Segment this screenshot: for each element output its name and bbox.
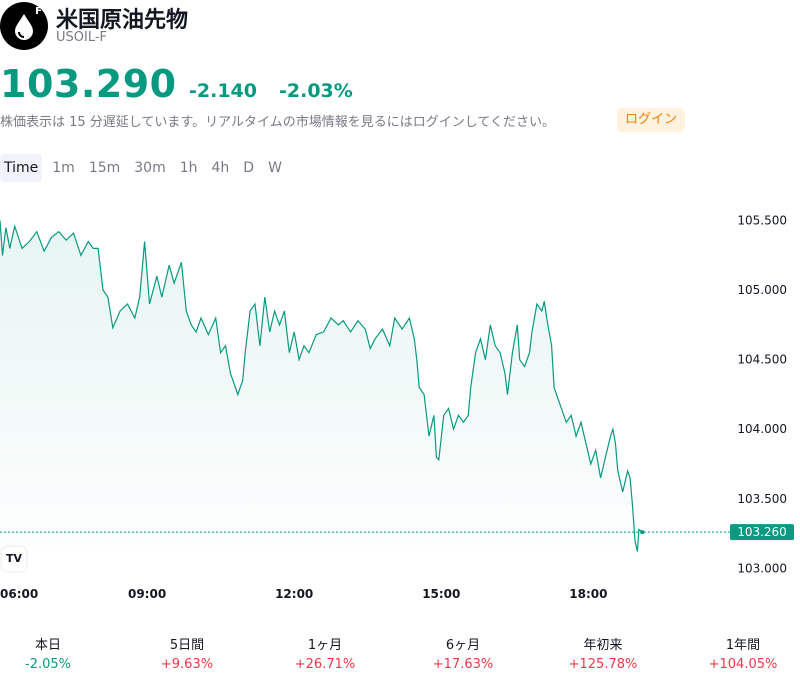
perf-item[interactable]: 本日 -2.05% — [0, 634, 108, 672]
y-tick-label: 104.500 — [737, 353, 787, 367]
x-tick-label: 15:00 — [422, 587, 460, 601]
perf-value: +9.63% — [160, 657, 214, 672]
delay-notice: 株価表示は 15 分遅延しています。リアルタイムの市場情報を見るにはログインして… — [0, 115, 555, 130]
current-price-dot — [640, 530, 645, 535]
x-tick-label: 18:00 — [569, 587, 607, 601]
perf-value: +104.05% — [708, 657, 778, 672]
logo-badge: F — [35, 6, 42, 17]
x-tick-label: 09:00 — [128, 587, 166, 601]
y-tick-label: 105.000 — [737, 283, 787, 297]
last-price: 103.290 — [0, 62, 177, 106]
current-price-badge — [730, 524, 794, 541]
perf-label: 5日間 — [169, 638, 205, 653]
perf-value: -2.05% — [25, 657, 71, 672]
perf-value: +17.63% — [432, 657, 494, 672]
perf-label: 本日 — [34, 638, 61, 653]
perf-item[interactable]: 1年間 +104.05% — [683, 634, 800, 672]
price-change-percent: -2.03% — [279, 80, 353, 102]
perf-item[interactable]: 年初来 +125.78% — [543, 634, 663, 672]
tab-d[interactable]: D — [243, 160, 255, 176]
perf-item[interactable]: 5日間 +9.63% — [127, 634, 247, 672]
price-line — [0, 220, 643, 552]
y-tick-label: 104.000 — [737, 422, 787, 436]
tab-w[interactable]: W — [268, 160, 282, 176]
tab-4h[interactable]: 4h — [211, 160, 230, 176]
current-price-label: 103.260 — [737, 525, 787, 539]
perf-label: 1ヶ月 — [307, 638, 343, 653]
perf-label: 6ヶ月 — [445, 638, 481, 653]
price-change-absolute: -2.140 — [189, 80, 257, 102]
tab-1h[interactable]: 1h — [179, 160, 198, 176]
price-chart[interactable]: 105.500 105.000 104.500 104.000 103.500 103.0… — [0, 190, 800, 610]
perf-value: +125.78% — [568, 657, 638, 672]
y-tick-label: 103.000 — [737, 561, 787, 575]
x-tick-label: 12:00 — [275, 587, 313, 601]
perf-item[interactable]: 6ヶ月 +17.63% — [403, 634, 523, 672]
oil-drop-logo: F — [0, 2, 48, 50]
perf-label: 1年間 — [725, 638, 761, 653]
perf-value: +26.71% — [294, 657, 356, 672]
oil-drop-icon — [15, 14, 33, 40]
y-tick-label: 105.500 — [737, 214, 787, 228]
login-button[interactable]: ログイン — [617, 108, 686, 132]
tab-15m[interactable]: 15m — [88, 160, 121, 176]
tradingview-logo[interactable]: TV — [2, 547, 26, 571]
tab-time[interactable]: Time — [0, 154, 43, 182]
tab-1m[interactable]: 1m — [52, 160, 75, 176]
interval-tabs: Time 1m 15m 30m 1h 4h D W — [0, 154, 292, 182]
price-area — [0, 220, 643, 552]
tab-30m[interactable]: 30m — [134, 160, 166, 176]
perf-label: 年初来 — [583, 638, 623, 653]
perf-item[interactable]: 1ヶ月 +26.71% — [265, 634, 385, 672]
x-tick-label: 06:00 — [0, 587, 38, 601]
instrument-symbol: USOIL-F — [56, 30, 108, 45]
y-tick-label: 103.500 — [737, 492, 787, 506]
instrument-title: 米国原油先物 — [56, 8, 189, 33]
